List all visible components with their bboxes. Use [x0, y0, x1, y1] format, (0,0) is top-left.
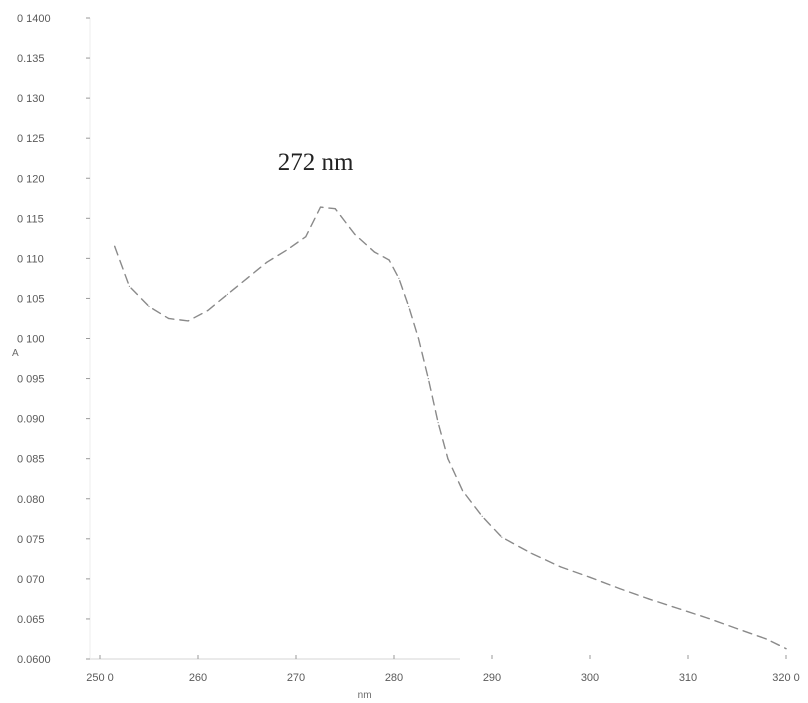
data-point: [388, 259, 390, 261]
y-tick-label: 0 105: [17, 293, 45, 305]
y-axis-title: A: [12, 348, 19, 359]
series-line: [114, 206, 787, 650]
data-point: [437, 422, 439, 424]
y-tick-label: 0 120: [17, 173, 45, 185]
data-point: [319, 206, 322, 208]
data-point: [618, 587, 621, 590]
x-tick-label: 290: [483, 672, 501, 684]
x-tick-label: 300: [581, 672, 599, 684]
data-point: [207, 309, 209, 312]
data-point: [530, 552, 532, 554]
y-tick-label: 0 110: [17, 253, 44, 265]
data-point: [398, 277, 400, 279]
x-tick-label: 270: [287, 672, 305, 684]
y-tick-label: 0 070: [17, 574, 45, 586]
y-tick-label: 0 125: [17, 133, 45, 145]
data-point: [417, 337, 420, 340]
data-point: [785, 648, 787, 650]
data-point: [481, 515, 483, 518]
data-point: [736, 628, 738, 630]
y-tick-label: 0.090: [17, 414, 45, 426]
y-axis-ticks: 0.0600 0.065 0 070 0 075 0.080 0 085 0.090 0 09…: [17, 13, 90, 666]
x-axis-title: nm: [358, 690, 372, 701]
x-axis-ticks: 250 0 260 270 280 290 300 310 320 0: [86, 655, 800, 684]
y-tick-label: 0.080: [17, 494, 45, 506]
data-point: [354, 233, 356, 235]
peak-annotation: 272 nm: [278, 149, 354, 176]
data-point: [266, 261, 268, 263]
data-point: [148, 305, 150, 308]
data-point: [501, 536, 503, 538]
data-point: [408, 305, 410, 308]
y-tick-label: 0 085: [17, 454, 45, 466]
y-tick-label: 0 1400: [17, 13, 51, 25]
data-point: [462, 490, 464, 492]
data-point: [128, 285, 130, 287]
data-point: [373, 251, 375, 253]
y-tick-label: 0 075: [17, 534, 45, 546]
y-tick-label: 0.0600: [17, 654, 51, 666]
data-point: [765, 638, 768, 640]
data-point: [114, 245, 116, 247]
data-point: [285, 249, 287, 251]
data-point: [226, 293, 228, 295]
series-layer: [114, 206, 787, 650]
data-point: [427, 378, 429, 380]
y-tick-label: 0.065: [17, 614, 45, 626]
y-tick-label: 0.135: [17, 53, 45, 65]
y-tick-label: 0 115: [17, 213, 44, 225]
data-point: [677, 607, 679, 610]
x-tick-label: 280: [385, 672, 403, 684]
data-point: [246, 277, 248, 279]
data-point: [648, 598, 650, 600]
data-point: [560, 566, 562, 568]
x-tick-label: 310: [679, 672, 697, 684]
data-point: [168, 317, 170, 320]
data-point: [447, 458, 449, 460]
y-tick-label: 0 095: [17, 374, 45, 386]
x-tick-label: 250 0: [86, 672, 114, 684]
data-point: [305, 236, 307, 238]
x-tick-label: 260: [189, 672, 207, 684]
y-tick-label: 0 100: [17, 334, 45, 346]
data-point: [707, 617, 709, 619]
y-tick-label: 0 130: [17, 93, 45, 105]
data-point: [187, 320, 189, 322]
data-point: [334, 208, 336, 210]
data-point: [589, 576, 591, 578]
x-tick-label: 320 0: [772, 672, 800, 684]
